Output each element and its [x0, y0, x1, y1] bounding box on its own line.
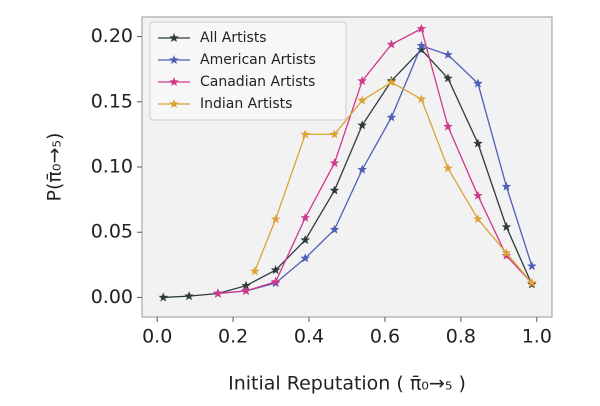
point-marker: [473, 138, 483, 148]
point-marker: [416, 94, 427, 104]
point-marker: [329, 158, 340, 168]
point-marker: [250, 266, 260, 276]
point-marker: [300, 212, 310, 222]
x-axis-label: Initial Reputation ( π̄₀→₅ ): [228, 373, 466, 395]
x-tick-label: 0.6: [370, 326, 400, 348]
point-marker: [300, 235, 310, 245]
y-tick-label: 0.05: [91, 221, 133, 243]
x-tick-label: 1.0: [522, 326, 552, 348]
point-marker: [527, 261, 537, 271]
legend-box: [149, 21, 347, 121]
point-marker: [158, 292, 168, 302]
point-marker: [443, 73, 453, 83]
series-line: [217, 27, 533, 295]
point-marker: [473, 190, 483, 200]
x-tick-label: 0.4: [294, 326, 324, 348]
legend-marker: [169, 33, 179, 42]
point-marker: [300, 129, 310, 139]
legend-label: Canadian Artists: [200, 74, 315, 90]
point-marker: [241, 280, 251, 290]
point-marker: [270, 265, 281, 275]
y-tick-label: 0.00: [91, 286, 133, 308]
point-marker: [270, 276, 281, 286]
y-tick-label: 0.20: [91, 25, 133, 47]
point-marker: [270, 214, 281, 224]
x-tick-label: 0.0: [142, 326, 172, 348]
point-marker: [386, 39, 397, 49]
legend-marker: [169, 77, 179, 86]
point-marker: [329, 129, 340, 139]
point-marker: [443, 49, 453, 59]
series-line: [217, 44, 533, 295]
legend-label: Indian Artists: [200, 96, 292, 112]
point-marker: [329, 224, 340, 234]
legend-marker: [169, 99, 179, 108]
y-tick-label: 0.10: [91, 156, 133, 178]
point-marker: [501, 222, 512, 231]
point-marker: [501, 248, 512, 258]
point-marker: [357, 95, 367, 105]
point-marker: [386, 112, 397, 122]
point-marker: [473, 78, 483, 88]
legend-label: American Artists: [200, 52, 316, 68]
x-tick-label: 0.8: [446, 326, 476, 348]
point-marker: [527, 278, 537, 288]
point-marker: [357, 164, 367, 174]
legend-label: All Artists: [200, 30, 267, 46]
series-line: [163, 48, 533, 299]
x-tick-label: 0.2: [218, 326, 248, 348]
point-marker: [416, 40, 427, 50]
point-marker: [416, 23, 427, 33]
point-marker: [357, 75, 367, 85]
point-marker: [184, 291, 194, 301]
point-marker: [473, 214, 483, 224]
point-marker: [386, 77, 397, 87]
point-marker: [357, 120, 367, 130]
y-tick-label: 0.15: [91, 90, 133, 112]
point-marker: [329, 185, 340, 195]
point-marker: [213, 288, 223, 298]
point-marker: [241, 285, 251, 295]
point-marker: [443, 121, 453, 131]
y-axis-label: P(π̄₀→₅): [44, 133, 66, 202]
point-marker: [501, 181, 512, 191]
legend-marker: [169, 55, 179, 64]
point-marker: [416, 44, 427, 54]
point-marker: [443, 163, 453, 173]
point-marker: [300, 253, 310, 263]
